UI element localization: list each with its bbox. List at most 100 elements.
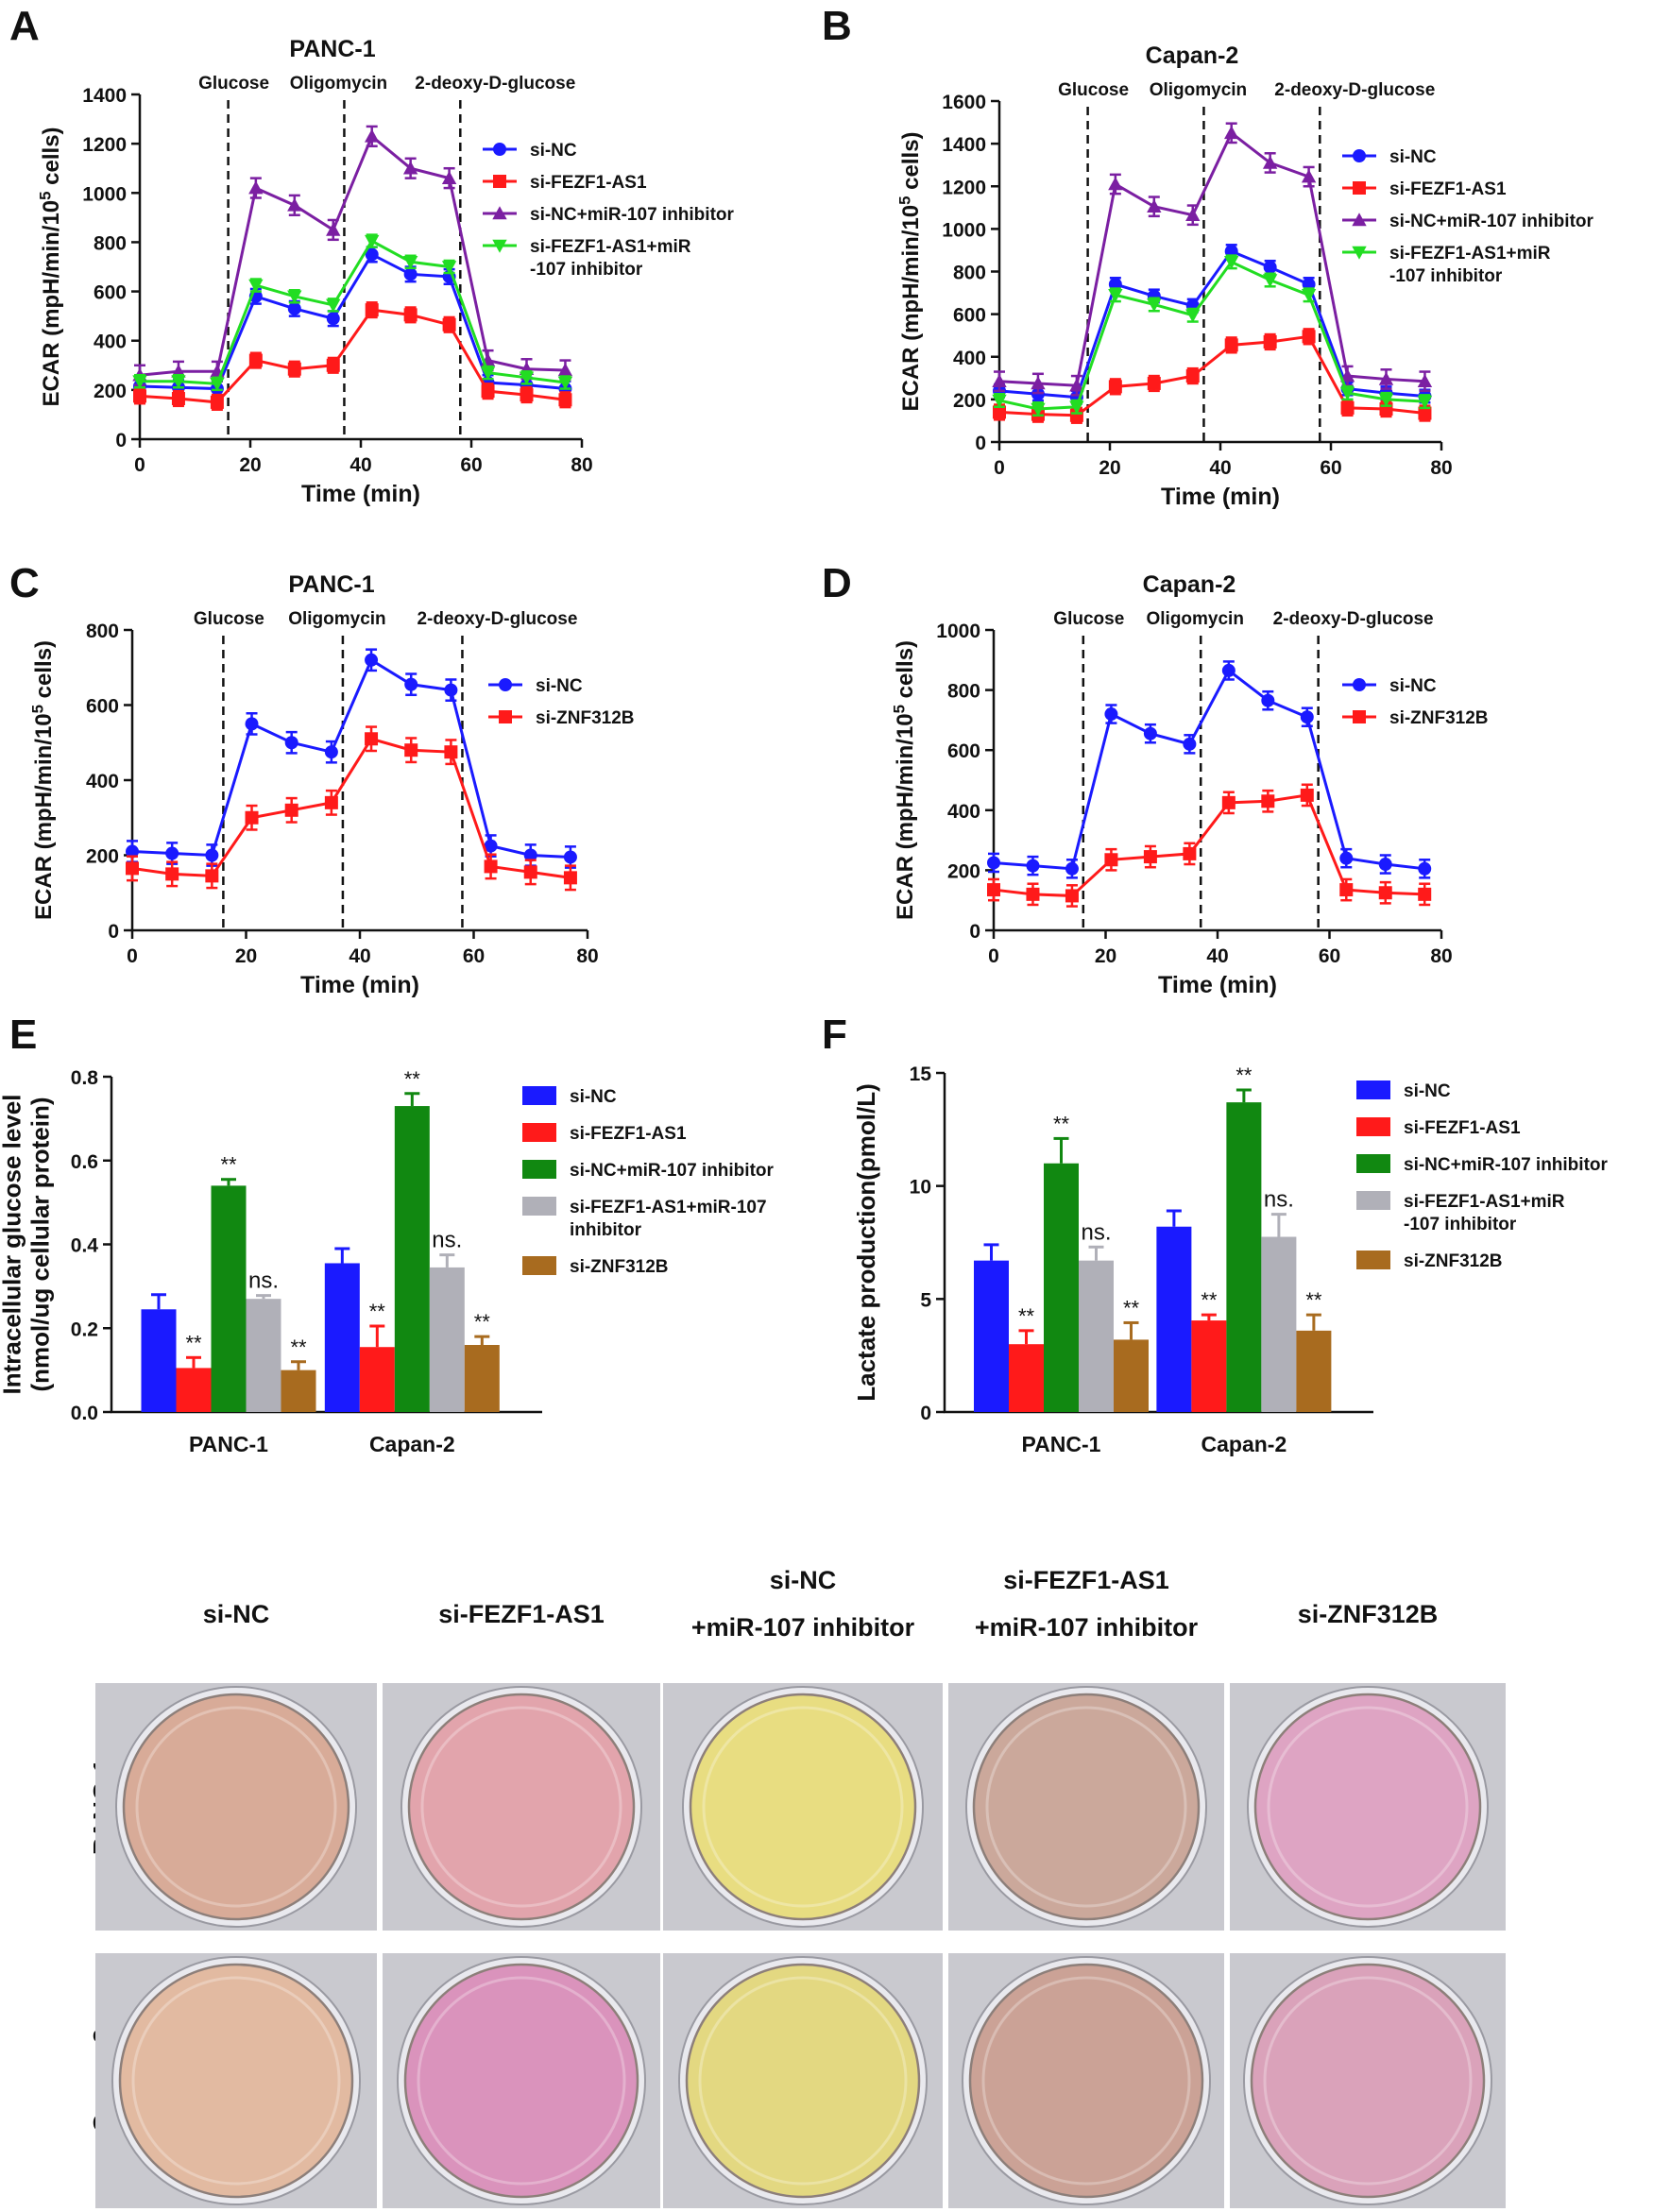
data-point	[210, 395, 224, 409]
y-tick-label: 400	[86, 771, 119, 792]
data-point	[287, 290, 302, 304]
data-point	[248, 353, 263, 367]
legend-marker	[493, 143, 506, 156]
data-point	[1026, 887, 1040, 901]
data-point	[1185, 309, 1201, 323]
legend-marker	[1353, 678, 1366, 691]
data-point	[1065, 861, 1079, 876]
culture-well	[383, 1683, 660, 1931]
series-line	[140, 239, 566, 385]
bar	[1296, 1330, 1332, 1412]
bar	[1114, 1339, 1149, 1412]
y-axis-label: Intracellular glucose level(nmol/ug cell…	[0, 1095, 55, 1395]
series-line	[139, 133, 566, 377]
x-tick-label: 0	[988, 945, 999, 967]
legend-label-line: -107 inhibitor	[530, 260, 643, 280]
legend-label-line: si-NC+miR-107 inhibitor	[1389, 212, 1593, 231]
data-point	[326, 312, 340, 326]
y-axis-label-line: ECAR (mpH/min/10	[893, 713, 918, 920]
culture-well	[948, 1683, 1224, 1931]
data-point	[523, 848, 537, 862]
legend-label-line: si-NC+miR-107 inhibitor	[1404, 1155, 1608, 1175]
significance-label: **	[220, 1153, 237, 1177]
bar	[281, 1370, 316, 1412]
x-tick-label: 80	[576, 945, 598, 967]
significance-label: **	[369, 1300, 386, 1323]
well-reflection	[417, 1976, 626, 2186]
significance-label: **	[1305, 1288, 1322, 1312]
data-point	[402, 255, 418, 269]
y-tick-label: 5	[920, 1289, 931, 1311]
x-tick-label: 80	[571, 454, 592, 476]
y-tick-label: 600	[94, 282, 127, 304]
y-tick-label: 200	[953, 390, 986, 412]
legend-label: si-NC	[530, 141, 577, 161]
well-medium	[118, 1963, 354, 2199]
data-point	[403, 308, 418, 322]
legend-swatch	[1356, 1251, 1390, 1269]
data-point	[1261, 693, 1275, 707]
bar	[1191, 1320, 1227, 1412]
data-point	[1262, 274, 1278, 288]
y-tick-label: 0.2	[71, 1319, 98, 1340]
data-point	[133, 389, 146, 403]
legend-label: si-FEZF1-AS1	[1404, 1118, 1521, 1138]
legend-marker	[1353, 149, 1366, 162]
data-point	[1417, 395, 1433, 409]
legend-label-line: si-FEZF1-AS1	[570, 1124, 687, 1144]
y-tick-label: 400	[953, 348, 986, 369]
y-axis-label-line: ECAR (mpH/min/10	[39, 200, 64, 407]
data-point	[365, 303, 379, 317]
well-medium	[968, 1963, 1204, 2199]
well-reflection	[1267, 1706, 1469, 1908]
y-tick-label: 1200	[942, 177, 986, 198]
data-point	[480, 366, 496, 381]
culture-well	[663, 1953, 943, 2208]
data-point	[1147, 198, 1162, 213]
data-point	[1263, 334, 1277, 349]
legend-swatch	[522, 1197, 556, 1216]
well-reflection	[420, 1706, 622, 1908]
well-reflection	[131, 1976, 341, 2186]
data-point	[1418, 887, 1432, 901]
data-point	[284, 736, 298, 750]
data-point	[1185, 208, 1201, 222]
culture-well	[383, 1953, 660, 2208]
y-axis-label-line: (nmol/ug cellular protein)	[26, 1097, 55, 1391]
series-3	[992, 254, 1433, 417]
well-column-header-line: si-FEZF1-AS1	[1003, 1566, 1169, 1594]
y-tick-label: 800	[86, 621, 119, 642]
bar	[1261, 1236, 1297, 1412]
x-tick-label: 20	[239, 454, 261, 476]
bar	[246, 1299, 281, 1412]
bar	[394, 1106, 430, 1412]
legend-marker	[493, 175, 506, 188]
culture-well	[95, 1683, 377, 1931]
well-column-header: si-NC	[203, 1600, 270, 1628]
y-tick-label: 600	[947, 740, 980, 762]
legend-label: si-NC+miR-107 inhibitor	[570, 1161, 774, 1181]
x-tick-label: 60	[1319, 945, 1340, 967]
y-axis-label-line-end: cells)	[31, 640, 57, 705]
significance-label: ns.	[248, 1268, 279, 1294]
data-point	[287, 301, 301, 315]
well-column-header: si-FEZF1-AS1 +miR-107 inhibitor	[975, 1566, 1199, 1642]
treatment-label: Glucose	[1058, 80, 1129, 100]
legend-label-line: si-ZNF312B	[1404, 1251, 1503, 1271]
data-point	[205, 848, 219, 862]
well-column-header: si-ZNF312B	[1298, 1600, 1439, 1628]
significance-label: **	[474, 1310, 491, 1334]
y-axis-label-superscript: 5	[896, 196, 914, 205]
data-point	[287, 197, 302, 212]
significance-label: **	[1053, 1112, 1070, 1135]
data-point	[520, 388, 534, 402]
data-point	[1301, 289, 1317, 303]
legend-swatch	[1356, 1117, 1390, 1136]
significance-label: **	[1123, 1296, 1140, 1319]
data-point	[481, 384, 495, 399]
y-axis-label: ECAR (mpH/min/105 cells)	[896, 131, 924, 411]
data-point	[126, 844, 139, 859]
data-point	[1339, 386, 1355, 400]
legend-swatch	[522, 1086, 556, 1105]
legend-label: si-NC+miR-107 inhibitor	[1404, 1155, 1608, 1175]
